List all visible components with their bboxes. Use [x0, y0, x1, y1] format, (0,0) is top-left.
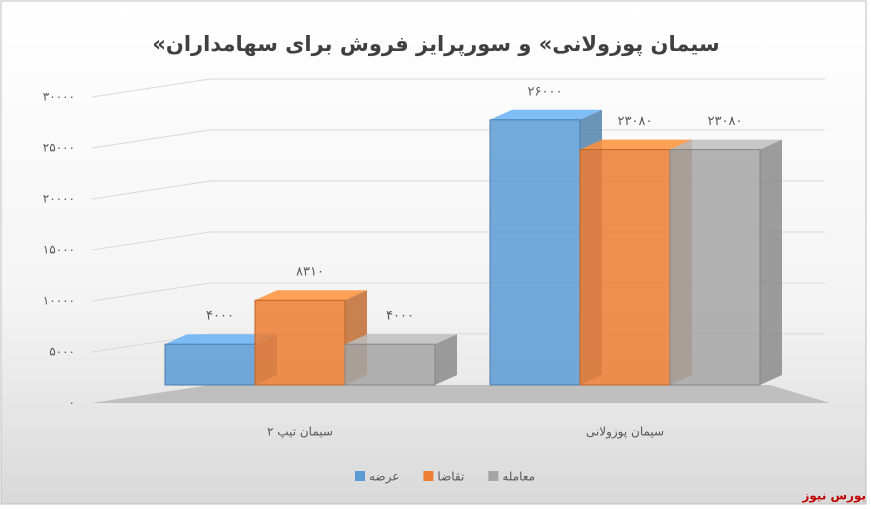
- bar-top: [345, 334, 457, 345]
- bar-top: [670, 139, 782, 150]
- bar-top: [580, 139, 692, 150]
- bar: [254, 299, 346, 386]
- x-tick-label: سیمان تیپ ۲: [267, 425, 333, 439]
- data-label: ۸۳۱۰: [296, 265, 324, 280]
- bar: [579, 149, 671, 386]
- chart-title: «سیمان پوزولانی» و سورپرایز فروش برای سه…: [152, 32, 719, 56]
- y-tick-label: ۵۰۰۰: [49, 345, 75, 359]
- y-tick-label: ۲۰۰۰۰: [43, 192, 75, 206]
- y-tick-label: ۳۰۰۰۰: [43, 90, 75, 104]
- y-tick-label: ۱۵۰۰۰: [43, 243, 75, 257]
- bar: [344, 343, 436, 386]
- y-tick-label: ۰: [69, 396, 75, 410]
- bar-side: [435, 334, 457, 385]
- legend-label: عرضه: [369, 470, 399, 485]
- legend-swatch: [355, 471, 365, 481]
- data-label: ۴۰۰۰: [206, 309, 234, 324]
- legend-swatch: [423, 471, 434, 481]
- bar: [164, 343, 256, 386]
- data-label: ۲۳۰۸۰: [708, 114, 743, 129]
- bar: [489, 119, 581, 386]
- data-label: ۲۳۰۸۰: [618, 114, 653, 129]
- x-tick-label: سیمان پوزولانی: [586, 425, 664, 440]
- grid-line: [91, 129, 825, 149]
- bar-top: [165, 334, 277, 345]
- data-label: ۲۶۰۰۰: [528, 84, 563, 99]
- y-tick-label: ۲۵۰۰۰: [43, 141, 75, 155]
- floor: [92, 385, 830, 403]
- source: بورس نیوز: [801, 489, 866, 504]
- legend-label: تقاضا: [437, 470, 464, 484]
- y-tick-label: ۱۰۰۰۰: [43, 294, 75, 308]
- bar-top: [255, 290, 367, 301]
- bar: [669, 149, 761, 386]
- legend-label: معامله: [502, 470, 535, 484]
- bar-side: [760, 139, 782, 385]
- data-label: ۴۰۰۰: [386, 309, 414, 324]
- grid-line: [91, 78, 825, 98]
- bar-top: [490, 109, 602, 120]
- legend-swatch: [488, 471, 499, 481]
